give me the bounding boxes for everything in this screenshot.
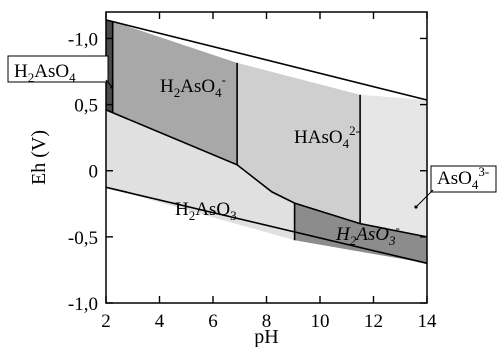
- x-tick-label: 8: [262, 311, 272, 332]
- boundary-line: [105, 19, 428, 101]
- species-label-h3aso4: H2AsO4: [14, 61, 76, 85]
- x-tick-label: 6: [208, 311, 218, 332]
- label-leader-aso4: [415, 189, 434, 208]
- species-label-aso4: AsO43-: [437, 164, 489, 192]
- species-label-haso4: HAsO42-: [294, 123, 360, 151]
- field-haso4-2-: [237, 62, 361, 224]
- boundary-line: [105, 109, 428, 238]
- field-h3aso4: [106, 19, 113, 113]
- x-axis-title: pH: [254, 326, 278, 347]
- y-tick-label: -1,0: [68, 29, 98, 50]
- field-h2aso4-: [112, 21, 238, 165]
- species-label-h2aso4: H2AsO4-: [160, 72, 226, 100]
- field-aso4-3-: [360, 94, 427, 237]
- y-axis-title: Eh (V): [28, 130, 50, 185]
- stability-fields: [106, 19, 427, 264]
- species-labels: H2AsO4 H2AsO4- HAsO42- H2AsO3 H2AsO3- AsO43-: [7, 55, 497, 248]
- label-leader-dot: [414, 205, 418, 209]
- field-h2aso3-: [294, 203, 427, 264]
- label-box-h3aso4: [7, 55, 109, 83]
- y-tick-label: -1,0: [68, 294, 98, 315]
- y-tick-label: -0,5: [68, 228, 98, 249]
- label-box-aso4: [430, 165, 497, 193]
- boundary-line: [105, 186, 428, 265]
- species-label-h2aso3: H2AsO3-: [335, 220, 400, 248]
- species-label-h3aso3: H2AsO3: [175, 199, 237, 223]
- field-h3aso3: [106, 109, 295, 241]
- x-tick-label: 2: [101, 311, 111, 332]
- x-tick-label: 10: [311, 311, 330, 332]
- y-tick-label: 0: [89, 162, 99, 183]
- field-boundaries: [105, 19, 428, 265]
- x-tick-label: 12: [364, 311, 383, 332]
- axis-ticks: 2 4 6 8 10 12 14 -1,0 0,5 0 -0,5 -1,0: [68, 12, 437, 332]
- x-tick-label: 4: [155, 311, 165, 332]
- label-leader-dot: [110, 85, 114, 89]
- y-tick-label: 0,5: [74, 96, 98, 117]
- x-tick-label: 14: [418, 311, 438, 332]
